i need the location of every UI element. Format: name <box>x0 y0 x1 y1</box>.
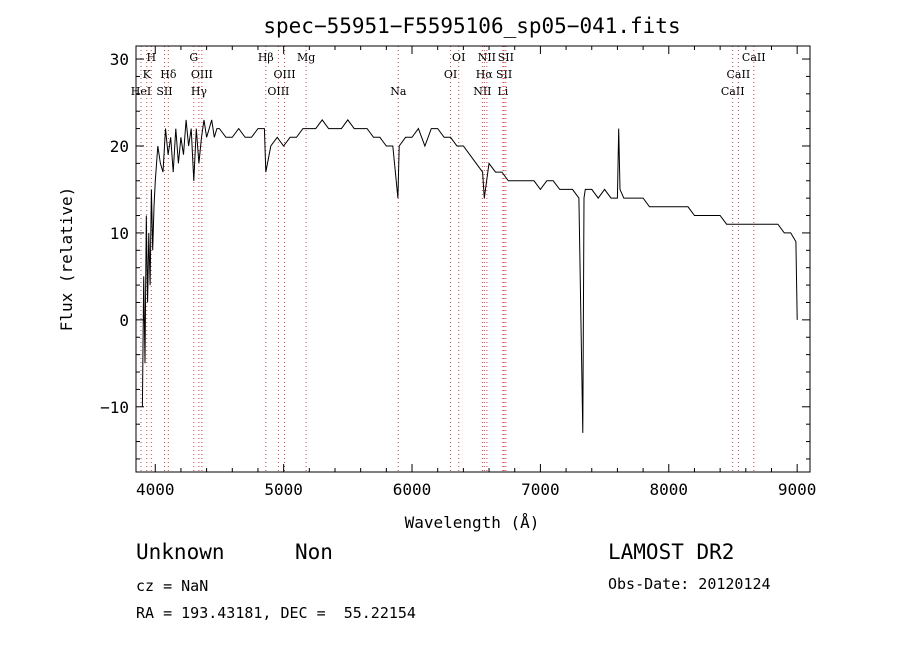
spectral-line-label: H <box>146 51 156 64</box>
spectral-line-label: SII <box>498 51 514 64</box>
x-tick-label: 9000 <box>778 480 817 499</box>
axes: 4000 5000 6000 7000 8000 9000 −10 0 10 20 30 <box>100 46 816 499</box>
x-axis-label: Wavelength (Å) <box>405 513 540 532</box>
x-tick-label: 7000 <box>521 480 560 499</box>
spectral-line-label: OI <box>444 68 457 81</box>
coordinates: RA = 193.43181, DEC = 55.22154 <box>136 604 416 622</box>
spectral-line-label: HeI <box>131 85 151 98</box>
y-tick-label: 10 <box>110 224 129 243</box>
spectral-line-markers: HeIKHSIIHδGHγOIIIHβOIIIOIIIMgNaOIOINIIHα… <box>131 46 766 472</box>
object-subclass: Non <box>295 540 333 564</box>
plot-frame <box>135 45 811 473</box>
spectral-line-label: NII <box>473 85 491 98</box>
object-class: Unknown <box>136 540 225 564</box>
spectral-line-label: CaII <box>721 85 745 98</box>
y-axis-label: Flux (relative) <box>57 187 76 332</box>
observation-date: Obs-Date: 20120124 <box>608 575 771 593</box>
y-tick-label: 30 <box>110 50 129 69</box>
spectral-line-label: Li <box>497 85 508 98</box>
x-tick-label: 4000 <box>136 480 175 499</box>
y-tick-label: −10 <box>100 398 129 417</box>
redshift-cz: cz = NaN <box>136 577 209 595</box>
spectral-line-label: Hα <box>476 68 494 81</box>
x-tick-label: 5000 <box>264 480 303 499</box>
spectral-line-label: CaII <box>742 51 766 64</box>
survey-name: LAMOST DR2 <box>608 540 735 564</box>
spectrum-series-line <box>141 119 798 433</box>
spectral-line-label: K <box>143 68 152 81</box>
spectral-line-label: CaII <box>727 68 751 81</box>
spectral-line-label: OIII <box>267 85 289 98</box>
spectral-line-label: Na <box>390 85 407 98</box>
spectral-line-label: SII <box>156 85 172 98</box>
spectral-line-label: NII <box>478 51 496 64</box>
spectral-line-label: Hγ <box>191 85 208 98</box>
spectral-line-label: SII <box>496 68 512 81</box>
x-tick-label: 6000 <box>393 480 432 499</box>
spectral-line-label: OIII <box>274 68 296 81</box>
y-tick-label: 0 <box>119 311 129 330</box>
spectral-line-label: Hβ <box>258 51 274 64</box>
chart-title: spec−55951−F5595106_sp05−041.fits <box>263 14 680 38</box>
x-tick-label: 8000 <box>650 480 689 499</box>
spectral-line-label: Hδ <box>160 68 177 81</box>
y-tick-label: 20 <box>110 137 129 156</box>
spectral-line-label: Mg <box>297 51 315 64</box>
spectral-line-label: G <box>189 51 198 64</box>
spectral-line-label: OI <box>452 51 465 64</box>
spectral-line-label: OIII <box>191 68 213 81</box>
